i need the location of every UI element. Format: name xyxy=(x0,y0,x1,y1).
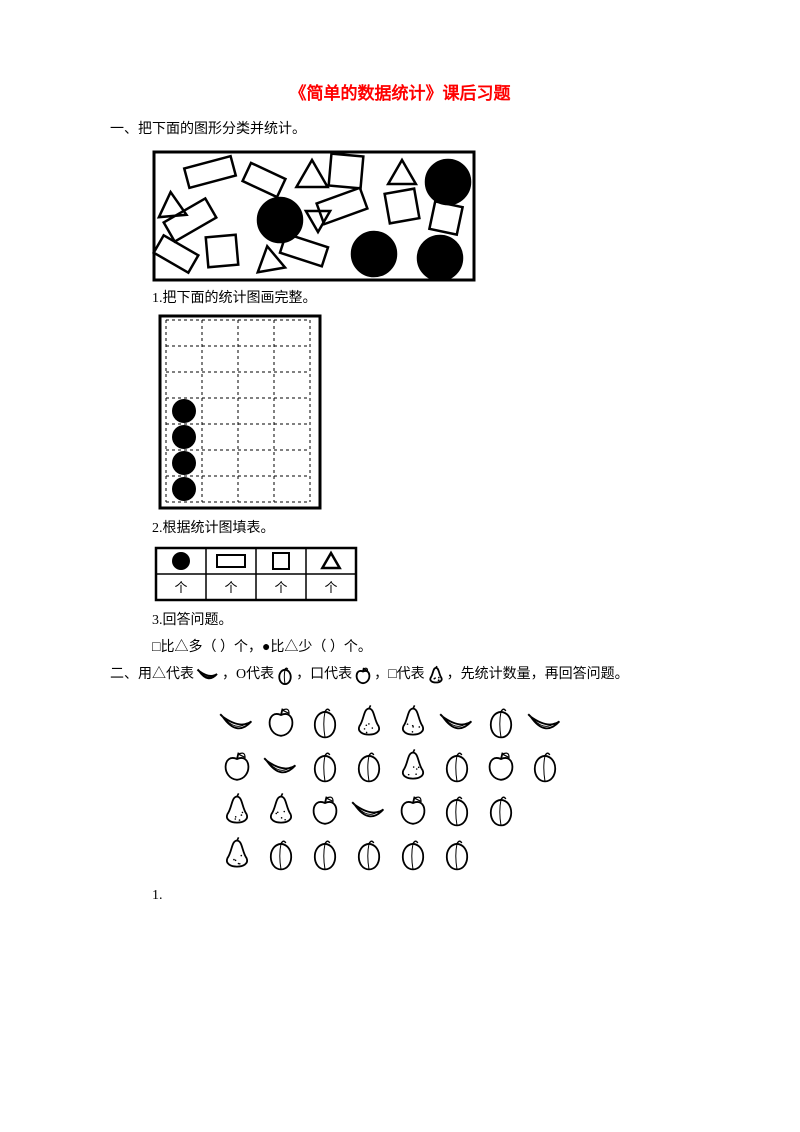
peach-icon xyxy=(274,664,296,686)
s2-pre: 二、用△代表 xyxy=(110,667,194,682)
s2-m2: ，口代表 xyxy=(296,667,352,682)
q3-detail: □比△多（ ）个，●比△少（ ）个。 xyxy=(152,637,690,659)
banana-icon xyxy=(194,664,222,686)
s2-m1: ，O代表 xyxy=(222,667,274,682)
svg-text:个: 个 xyxy=(274,580,287,595)
s2-q1: 1. xyxy=(152,885,690,907)
s2-m3: ，□代表 xyxy=(374,667,424,682)
svg-text:个: 个 xyxy=(224,580,237,595)
section1-heading: 一、把下面的图形分类并统计。 xyxy=(110,119,690,141)
apple-icon xyxy=(352,664,374,686)
q1-text: 1.把下面的统计图画完整。 xyxy=(152,288,690,310)
figure-fruits xyxy=(195,691,575,881)
pear-icon xyxy=(425,663,447,687)
figure-shapes xyxy=(152,146,477,284)
q3-text: 3.回答问题。 xyxy=(152,610,690,632)
svg-text:个: 个 xyxy=(174,580,187,595)
figure-grid xyxy=(152,314,367,514)
section2-heading: 二、用△代表 ，O代表 ，口代表 ，□代表 ，先统计数量，再回答问题。 xyxy=(110,663,690,687)
svg-text:个: 个 xyxy=(324,580,337,595)
page-title: 《简单的数据统计》课后习题 xyxy=(110,80,690,107)
figure-table: 个个个个 xyxy=(152,544,364,606)
q2-text: 2.根据统计图填表。 xyxy=(152,518,690,540)
s2-post: ，先统计数量，再回答问题。 xyxy=(447,667,629,682)
